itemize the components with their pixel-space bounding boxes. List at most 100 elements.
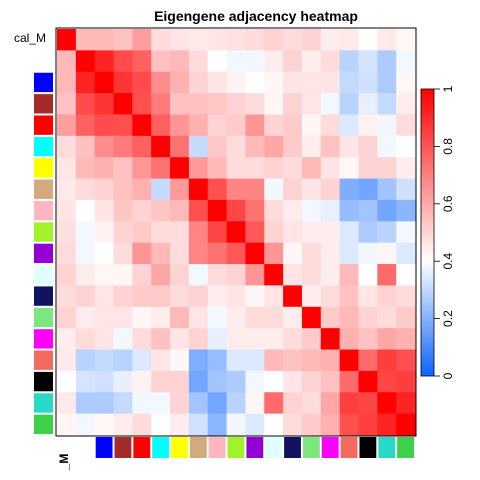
heatmap-cell [339,392,360,415]
heatmap-cell [170,413,190,436]
heatmap-cell [132,93,152,116]
heatmap-cell [170,114,190,137]
heatmap-cell [94,221,115,244]
heatmap-cell [320,199,341,222]
heatmap-cell [245,50,265,73]
heatmap-cell [57,29,77,51]
heatmap-cell [264,199,284,222]
heatmap-cell [301,392,322,415]
heatmap-cell [320,349,341,372]
heatmap-cell [339,157,360,180]
heatmap-cell [188,264,209,287]
heatmap-cell [57,264,77,287]
heatmap-cell [396,221,416,244]
heatmap-cell [245,199,265,222]
heatmap-cell [320,306,341,329]
heatmap-cell [151,93,171,116]
colorbar-tick-label: 1 [441,85,455,92]
heatmap-cell [151,328,171,351]
colorbar-tick-label: 0.6 [441,195,455,212]
column-module-swatch [265,437,283,458]
heatmap-cell [283,392,303,415]
heatmap-cell [339,199,360,222]
heatmap-cell [207,221,228,244]
heatmap-cell [151,157,171,180]
row-module-swatch [34,115,53,135]
heatmap-cell [132,242,152,265]
heatmap-cell [339,93,360,116]
heatmap-cell [358,93,378,116]
row-module-swatch [34,222,53,242]
heatmap-cell [170,370,190,393]
heatmap-cell [132,199,152,222]
heatmap-cell [132,135,152,158]
heatmap-cell [226,178,247,201]
heatmap-cell [75,328,96,351]
heatmap-cell [207,29,228,51]
heatmap-cell [188,71,209,94]
heatmap-cell [245,328,265,351]
heatmap-cell [207,242,228,265]
heatmap-cell [113,135,133,158]
heatmap-cell [94,199,115,222]
heatmap-cell [170,93,190,116]
heatmap-cell [396,135,416,158]
heatmap-cell [396,50,416,73]
heatmap-cell [358,413,378,436]
heatmap-cell [358,392,378,415]
row-module-swatch [34,72,53,93]
row-module-swatch [34,329,53,349]
heatmap-cell [94,71,115,94]
heatmap-cell [283,199,303,222]
heatmap-cell [245,29,265,51]
row-module-swatch [34,414,53,434]
heatmap-cell [113,370,133,393]
heatmap-cell [377,264,397,287]
heatmap-cell [339,50,360,73]
heatmap-cell [320,242,341,265]
heatmap-cell [57,349,77,372]
heatmap-cell [301,29,322,51]
heatmap-cell [320,135,341,158]
column-module-swatch [284,437,301,458]
heatmap-cell [226,328,247,351]
heatmap-cell [245,392,265,415]
heatmap-cell [396,29,416,51]
colorbar [420,88,435,377]
heatmap-cell [113,178,133,201]
row-axis-label: cal_M [14,31,46,45]
heatmap-cell [396,392,416,415]
heatmap-cell [57,50,77,73]
heatmap-cell [264,71,284,94]
heatmap-cell [75,413,96,436]
heatmap-cell [207,114,228,137]
heatmap-cells [57,29,416,436]
heatmap-cell [151,71,171,94]
heatmap-cell [396,93,416,116]
heatmap-cell [283,413,303,436]
heatmap-cell [339,71,360,94]
heatmap-cell [283,349,303,372]
heatmap-cell [57,157,77,180]
heatmap-cell [94,264,115,287]
heatmap-cell [113,29,133,51]
heatmap-cell [301,114,322,137]
heatmap-cell [170,392,190,415]
heatmap-cell [170,221,190,244]
heatmap-cell [170,29,190,51]
heatmap-cell [151,29,171,51]
heatmap-cell [245,135,265,158]
heatmap-cell [301,370,322,393]
heatmap-cell [94,93,115,116]
heatmap-cell [75,349,96,372]
heatmap-cell [94,242,115,265]
heatmap-cell [170,328,190,351]
heatmap-cell [264,328,284,351]
heatmap-cell [283,50,303,73]
heatmap-cell [132,178,152,201]
heatmap-cell [377,370,397,393]
heatmap-cell [396,242,416,265]
heatmap-cell [264,29,284,51]
heatmap-cell [396,285,416,308]
heatmap-cell [283,178,303,201]
